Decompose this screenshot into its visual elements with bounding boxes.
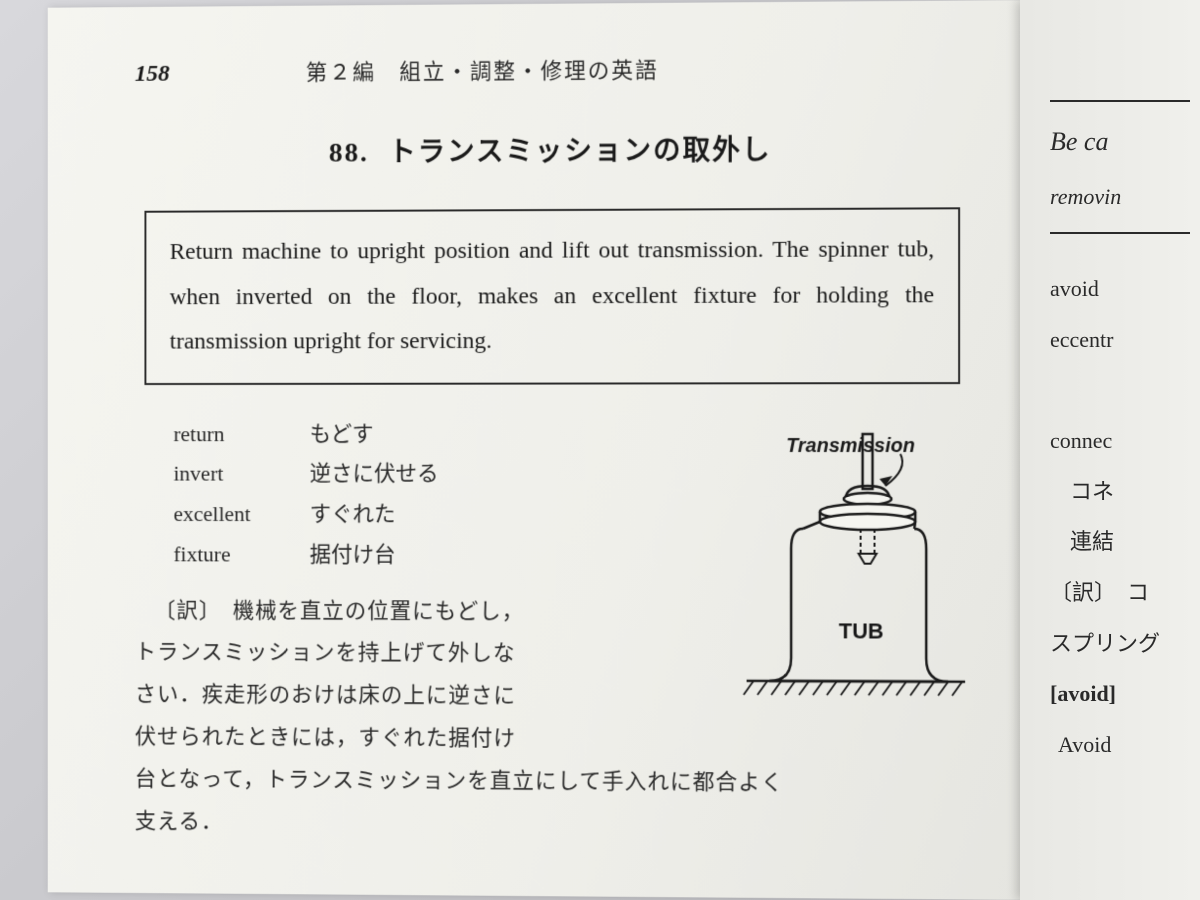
ground-line [747,681,966,682]
diagram-svg: Transmission [692,424,970,714]
vocab-english: return [174,414,310,454]
translation-text: 〔訳〕 機械を直立の位置にもどし， トランスミッションを持上げて外しな さい．疾… [135,589,663,761]
vocab-row: return もどす [174,414,663,454]
right-line: スプリング [1050,631,1160,656]
right-line: removin [1050,184,1121,209]
vocab-row: fixture 据付け台 [174,535,663,576]
translation-line: 伏せられたときには，すぐれた据付け [135,724,516,751]
right-line: connec [1050,428,1112,453]
right-line: 〔訳〕 コ [1050,580,1149,605]
english-text-box: Return machine to upright position and l… [144,207,960,385]
ground-hatching [744,681,963,696]
hanging-part [861,529,875,554]
right-line: Be ca [1050,127,1108,156]
translation-line: 機械を直立の位置にもどし， [233,597,525,623]
plate-bottom [820,514,915,530]
vocab-japanese: 逆さに伏せる [310,454,439,494]
right-line: [avoid] [1050,681,1116,706]
vocab-english: fixture [174,535,310,575]
content-row: return もどす invert 逆さに伏せる excellent すぐれた … [135,414,970,763]
section-heading: トランスミッションの取外し [388,135,771,168]
section-title: 88. トランスミッションの取外し [135,127,970,171]
page-header: 158 第２編 組立・調整・修理の英語 [135,50,970,87]
vocab-row: invert 逆さに伏せる [174,454,663,494]
right-line: avoid [1050,276,1099,301]
vocab-japanese: 据付け台 [310,535,396,575]
book-page-right: Be ca removin avoid eccentr connec コネ 連結… [1020,0,1200,900]
translation-line: さい．疾走形のおけは床の上に逆さに [135,682,516,708]
vocab-japanese: すぐれた [310,495,396,535]
translation-line: 台となって，トランスミッションを直立にして手入れに都合よく [135,766,784,795]
right-line: コネ [1070,479,1114,504]
right-line: Avoid [1058,732,1111,757]
book-page-left: 158 第２編 組立・調整・修理の英語 88. トランスミッションの取外し Ret… [48,0,1030,900]
tub-body [769,528,948,681]
tub-label: TUB [839,618,884,643]
transmission-diagram: Transmission [692,424,970,714]
right-page-text: Be ca removin avoid eccentr connec コネ 連結… [1050,100,1190,770]
vocab-english: invert [174,454,310,494]
text-column: return もどす invert 逆さに伏せる excellent すぐれた … [135,414,663,761]
translation-line: 支える． [135,808,224,833]
section-number: 88. [329,138,369,169]
vocab-english: excellent [174,494,310,534]
chapter-title: 第２編 組立・調整・修理の英語 [306,53,659,87]
vocabulary-list: return もどす invert 逆さに伏せる excellent すぐれた … [174,414,663,576]
hanging-end [859,553,877,563]
right-line: 連結 [1070,529,1114,554]
vocab-row: excellent すぐれた [174,494,663,535]
translation-continued: 台となって，トランスミッションを直立にして手入れに都合よく 支える． [135,758,970,848]
page-number: 158 [135,61,170,88]
vocab-japanese: もどす [310,414,374,454]
transmission-label: Transmission [786,435,915,457]
right-line: eccentr [1050,327,1114,352]
translation-line: トランスミッションを持上げて外しな [135,639,516,665]
translation-label: 〔訳〕 [154,597,210,622]
